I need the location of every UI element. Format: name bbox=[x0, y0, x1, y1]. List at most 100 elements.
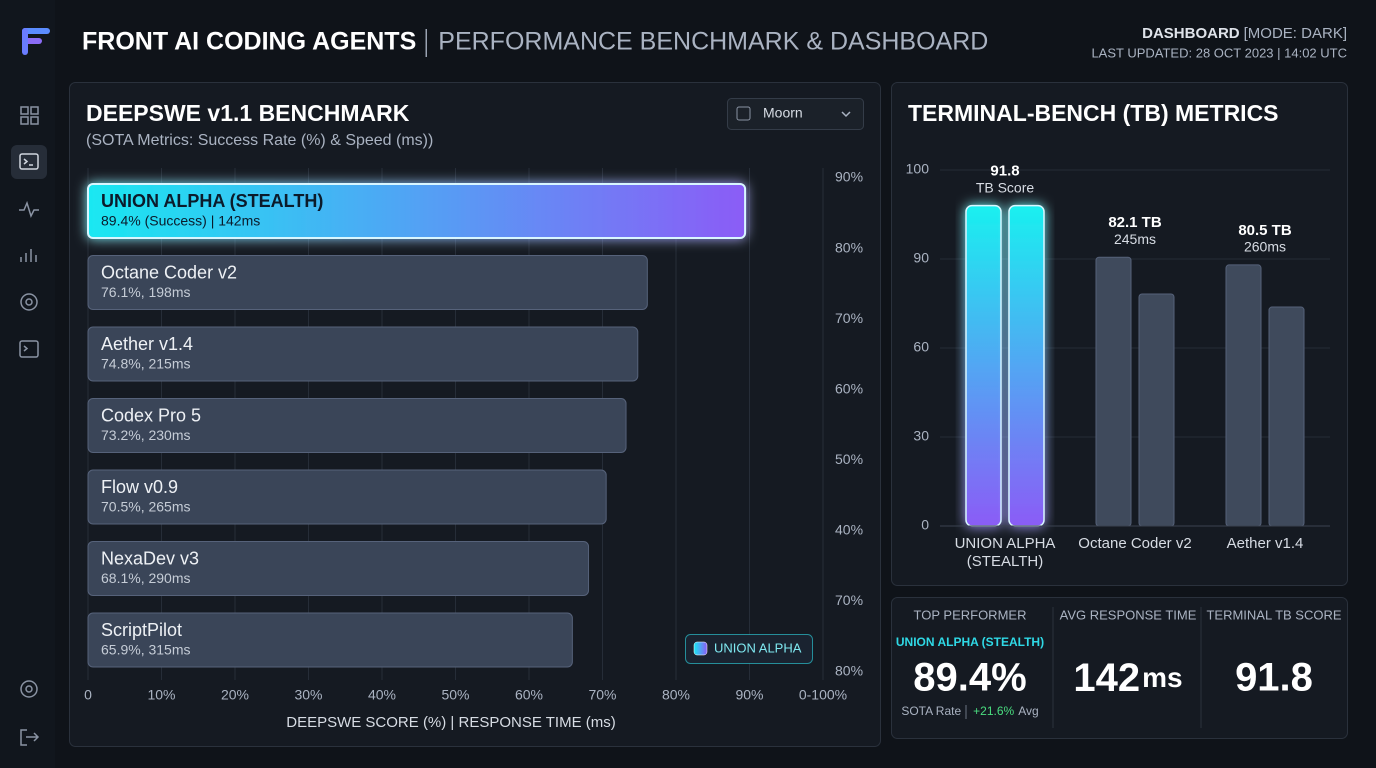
stat-note: SOTA Rate +21.6% Avg bbox=[901, 704, 1038, 718]
annotation-text: 245ms bbox=[1114, 231, 1156, 247]
x-tick-label: 0 bbox=[84, 687, 92, 703]
dropdown-value: Moorn bbox=[763, 105, 803, 121]
nav-preferences[interactable] bbox=[20, 680, 38, 698]
mode-detail: [MODE: DARK] bbox=[1244, 25, 1347, 42]
bar-label: 76.1%, 198ms bbox=[101, 284, 191, 300]
x-tick-label: 40% bbox=[368, 687, 396, 703]
unit: ms bbox=[1142, 662, 1182, 693]
bar bbox=[1095, 256, 1132, 527]
y-tick-label: 30 bbox=[913, 428, 929, 444]
annotation-text: 260ms bbox=[1244, 239, 1286, 255]
y-tick-label: 90 bbox=[913, 250, 929, 266]
nav-logout[interactable] bbox=[20, 729, 40, 746]
annotation-value: 91.8 bbox=[990, 163, 1019, 180]
nav-grid[interactable] bbox=[20, 106, 39, 125]
bar-name: Aether v1.4 bbox=[101, 334, 193, 354]
x-tick-label: 20% bbox=[221, 687, 249, 703]
bar-label: 68.1%, 290ms bbox=[101, 570, 191, 586]
chart-title: TERMINAL-BENCH (TB) METRICS bbox=[908, 100, 1279, 126]
stat-label: AVG RESPONSE TIME bbox=[1060, 607, 1197, 622]
dropdown[interactable]: Moorn bbox=[727, 98, 864, 130]
stat-value: 89.4% bbox=[913, 656, 1026, 700]
y-tick-label: 100 bbox=[906, 161, 930, 177]
page-title: FRONT AI CODING AGENTS bbox=[82, 28, 416, 56]
annotation-text: TB Score bbox=[976, 179, 1035, 195]
x-tick-label: UNION ALPHA (STEALTH) bbox=[954, 535, 1056, 570]
bar bbox=[87, 183, 747, 239]
last-updated: LAST UPDATED: 28 OCT 2023 | 14:02 UTC bbox=[1091, 45, 1347, 60]
right-axis-label: 80% bbox=[835, 239, 863, 255]
right-axis-label: 80% bbox=[835, 663, 863, 679]
bar bbox=[1138, 293, 1175, 527]
bar-name: Octane Coder v2 bbox=[101, 262, 237, 282]
stats-panel bbox=[891, 597, 1348, 739]
right-axis-label: 70% bbox=[835, 592, 863, 608]
x-tick-label: 90% bbox=[735, 687, 763, 703]
nav-active bbox=[11, 145, 47, 179]
nav-stats[interactable] bbox=[20, 249, 37, 262]
x-tick-label: 60% bbox=[515, 687, 543, 703]
bar-label: 74.8%, 215ms bbox=[101, 356, 191, 372]
right-axis-label: 40% bbox=[835, 522, 863, 538]
right-axis-label: 50% bbox=[835, 451, 863, 467]
nav-console[interactable] bbox=[19, 340, 39, 358]
stat-value: 91.8 bbox=[1235, 656, 1313, 700]
bar bbox=[965, 204, 1002, 527]
page-subtitle: PERFORMANCE BENCHMARK & DASHBOARD bbox=[438, 28, 988, 56]
legend-label: UNION ALPHA bbox=[714, 640, 802, 655]
x-tick-label: 0-100% bbox=[799, 687, 847, 703]
x-tick-label: 50% bbox=[441, 687, 469, 703]
legend-swatch bbox=[693, 641, 708, 656]
bar-label: 89.4% (Success) | 142ms bbox=[101, 213, 260, 229]
bar bbox=[1225, 264, 1262, 527]
annotation-value: 82.1 TB bbox=[1108, 214, 1162, 231]
chart-title: DEEPSWE v1.1 BENCHMARK bbox=[86, 100, 410, 126]
bar-label: 73.2%, 230ms bbox=[101, 427, 191, 443]
bar bbox=[87, 612, 573, 668]
bar bbox=[1008, 204, 1045, 527]
right-axis-label: 70% bbox=[835, 310, 863, 326]
bar-name: NexaDev v3 bbox=[101, 548, 199, 568]
mode: DASHBOARD [MODE: DARK] bbox=[1142, 25, 1347, 42]
bar-label: 65.9%, 315ms bbox=[101, 642, 191, 658]
nav-terminal[interactable] bbox=[19, 153, 39, 170]
bar bbox=[87, 255, 648, 310]
stat-label: TOP PERFORMER bbox=[914, 607, 1027, 622]
bar bbox=[1268, 306, 1305, 527]
legend-box bbox=[685, 634, 813, 664]
sidebar bbox=[0, 0, 55, 768]
x-tick-label: 70% bbox=[588, 687, 616, 703]
bar bbox=[87, 541, 590, 596]
bar-name: Codex Pro 5 bbox=[101, 405, 201, 425]
right-axis-label: 90% bbox=[835, 169, 863, 185]
nav-activity[interactable] bbox=[19, 200, 39, 219]
stat-sub: UNION ALPHA (STEALTH) bbox=[896, 635, 1044, 649]
bar-name: Flow v0.9 bbox=[101, 477, 178, 497]
nav-settings[interactable] bbox=[20, 293, 38, 311]
x-tick-label: Octane Coder v2 bbox=[1078, 535, 1192, 552]
annotation-value: 80.5 TB bbox=[1238, 222, 1292, 239]
x-tick-label: 30% bbox=[294, 687, 322, 703]
x-tick-label: 80% bbox=[662, 687, 690, 703]
note: SOTA Rate bbox=[901, 704, 961, 718]
delta-note: Avg bbox=[1018, 704, 1038, 718]
mode-name: DASHBOARD bbox=[1142, 25, 1240, 42]
bar-name: UNION ALPHA (STEALTH) bbox=[101, 191, 323, 211]
value: 142 bbox=[1073, 656, 1140, 700]
y-tick-label: 60 bbox=[913, 339, 929, 355]
x-tick-label: 10% bbox=[147, 687, 175, 703]
stat-label: TERMINAL TB SCORE bbox=[1206, 607, 1341, 622]
y-tick-label: 0 bbox=[921, 517, 929, 533]
stat-value: 142ms bbox=[1073, 656, 1182, 700]
bar-name: ScriptPilot bbox=[101, 620, 182, 640]
x-axis-label: DEEPSWE SCORE (%) | RESPONSE TIME (ms) bbox=[286, 714, 616, 731]
right-axis-label: 60% bbox=[835, 380, 863, 396]
bar bbox=[87, 398, 627, 453]
logo bbox=[22, 28, 50, 55]
bar-label: 70.5%, 265ms bbox=[101, 499, 191, 515]
chart-subtitle: (SOTA Metrics: Success Rate (%) & Speed … bbox=[86, 132, 433, 149]
x-tick-label: Aether v1.4 bbox=[1226, 535, 1304, 552]
bar bbox=[87, 469, 607, 525]
